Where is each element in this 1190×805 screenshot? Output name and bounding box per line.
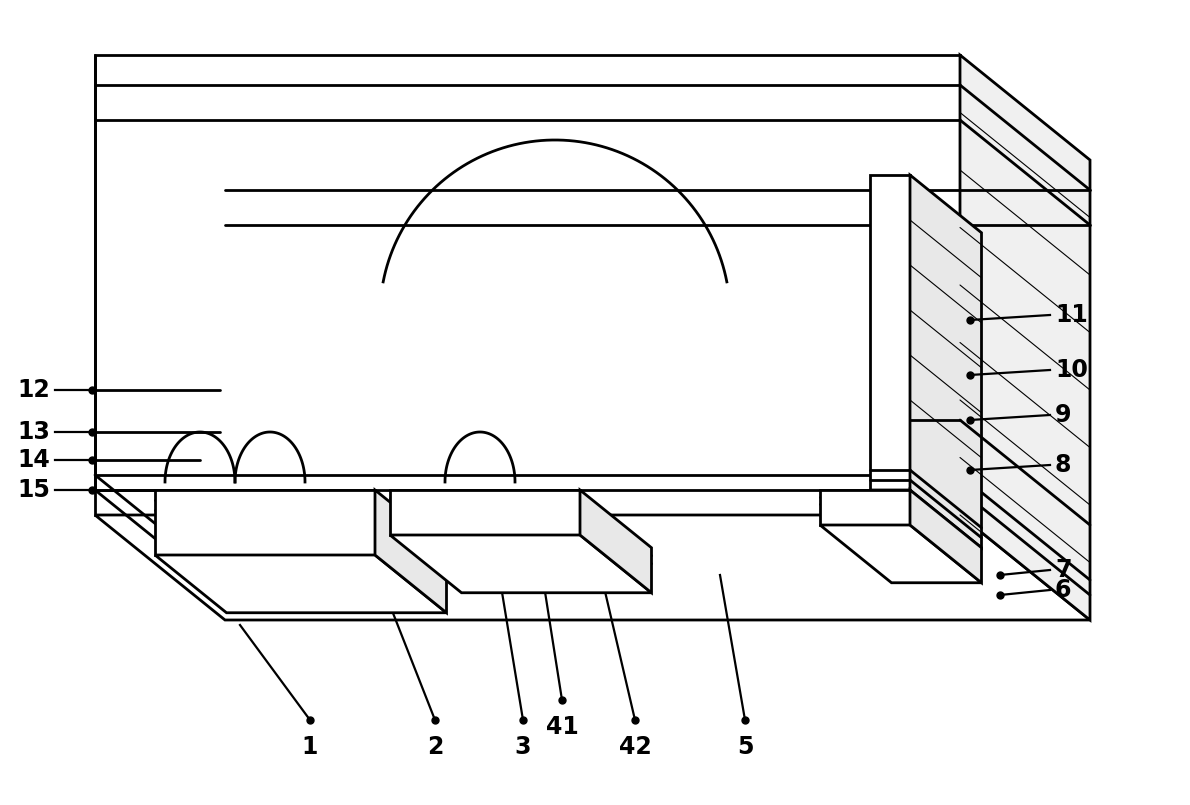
Text: 42: 42	[619, 735, 651, 759]
Polygon shape	[390, 535, 651, 592]
Polygon shape	[375, 490, 446, 613]
Text: 11: 11	[1056, 303, 1088, 327]
Text: 7: 7	[1056, 558, 1071, 582]
Polygon shape	[820, 525, 982, 583]
Text: 1: 1	[302, 735, 318, 759]
Text: 6: 6	[1056, 578, 1071, 602]
Polygon shape	[155, 555, 446, 613]
Text: 3: 3	[515, 735, 531, 759]
Text: 8: 8	[1056, 453, 1071, 477]
Text: 2: 2	[427, 735, 443, 759]
Text: 9: 9	[1056, 403, 1071, 427]
Polygon shape	[820, 490, 910, 525]
Polygon shape	[870, 175, 910, 490]
Text: 10: 10	[1056, 358, 1088, 382]
Polygon shape	[580, 490, 651, 592]
Polygon shape	[910, 490, 982, 583]
Text: 15: 15	[17, 478, 50, 502]
Polygon shape	[960, 55, 1090, 620]
Text: 13: 13	[17, 420, 50, 444]
Polygon shape	[390, 490, 580, 535]
Polygon shape	[910, 175, 982, 547]
Text: 41: 41	[546, 715, 578, 739]
Polygon shape	[95, 515, 1090, 620]
Text: 5: 5	[737, 735, 753, 759]
Polygon shape	[95, 55, 960, 515]
Text: 14: 14	[17, 448, 50, 472]
Polygon shape	[155, 490, 375, 555]
Text: 12: 12	[17, 378, 50, 402]
Polygon shape	[870, 490, 982, 547]
